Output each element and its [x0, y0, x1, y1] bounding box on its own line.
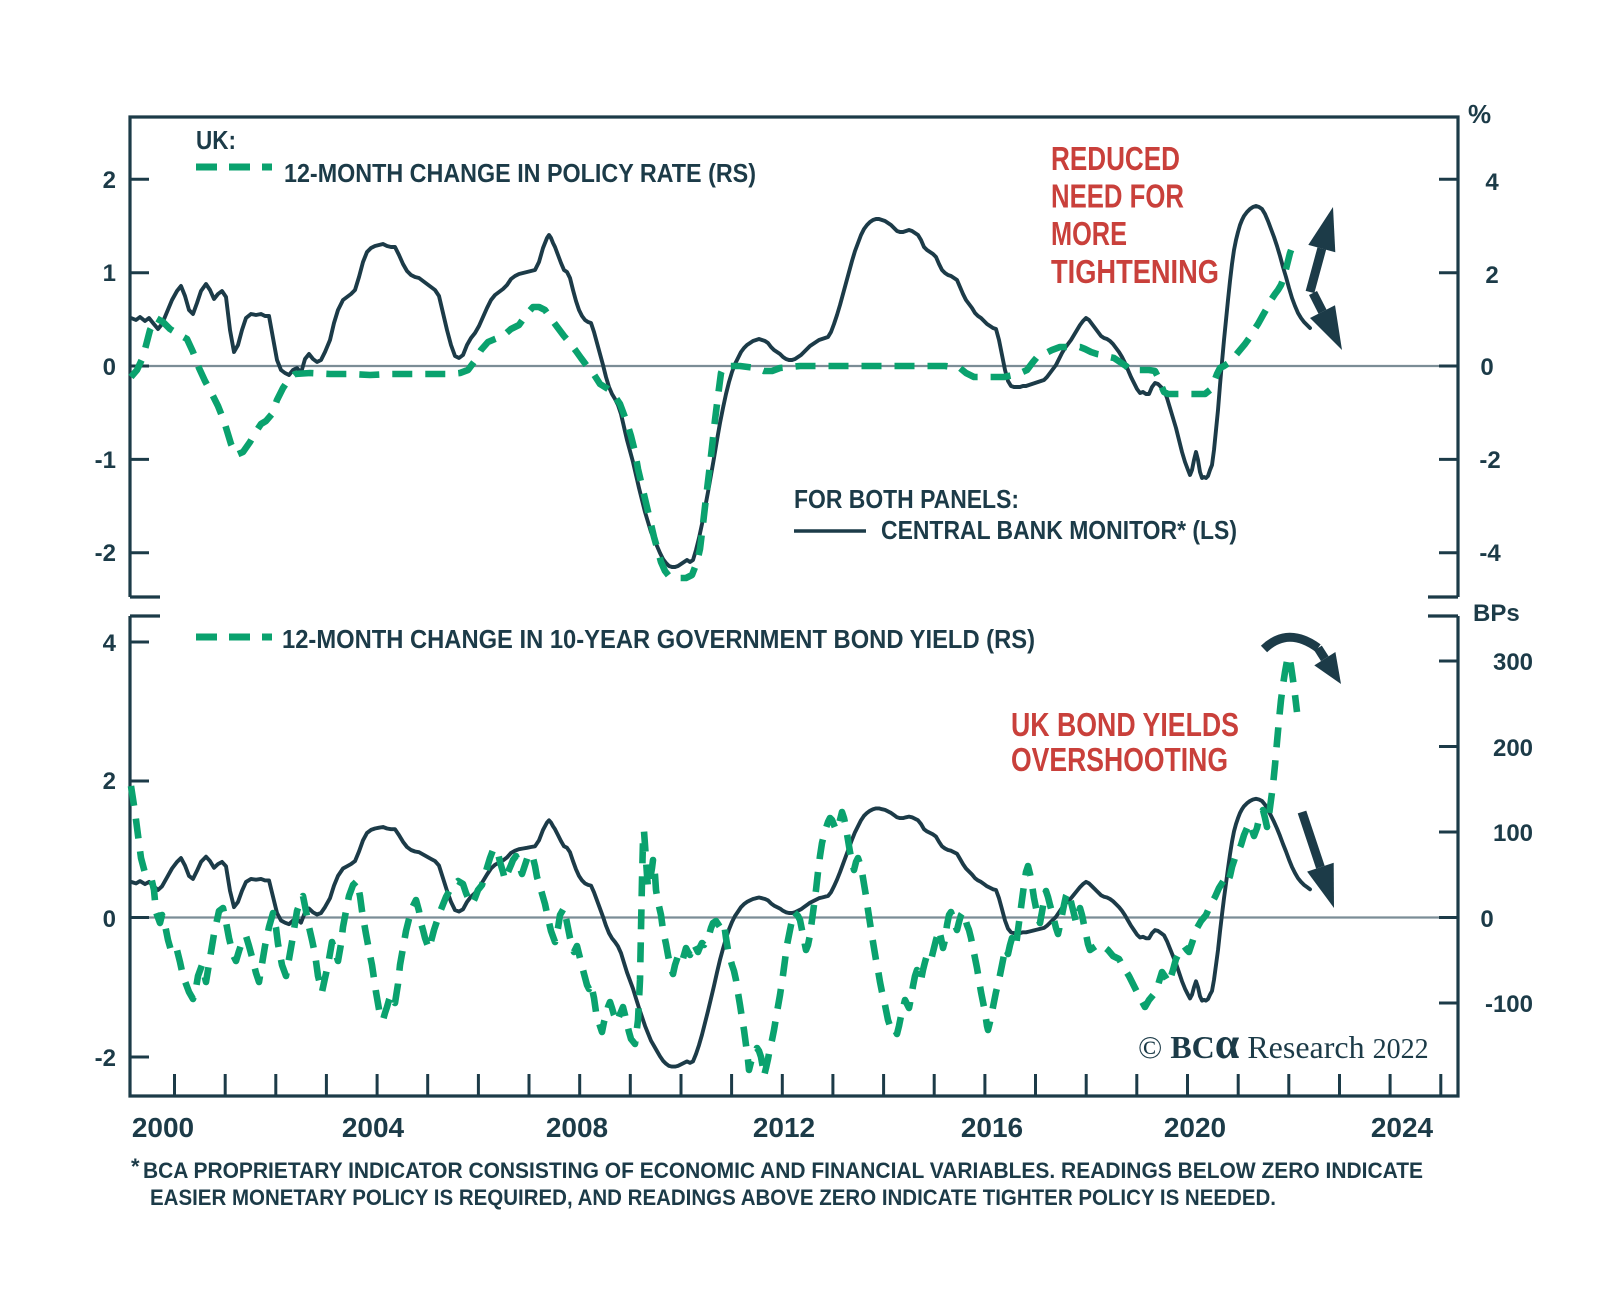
svg-text:2000: 2000 [132, 1112, 194, 1143]
svg-text:100: 100 [1493, 820, 1533, 847]
svg-text:-2: -2 [1479, 447, 1500, 474]
svg-text:BPs: BPs [1473, 600, 1520, 627]
svg-text:0: 0 [103, 906, 116, 933]
svg-text:REDUCED: REDUCED [1051, 140, 1180, 177]
svg-text:2: 2 [1485, 262, 1498, 289]
svg-text:1: 1 [103, 260, 116, 287]
svg-text:NEED FOR: NEED FOR [1051, 178, 1184, 215]
svg-text:2016: 2016 [961, 1112, 1023, 1143]
svg-text:UK BOND YIELDS: UK BOND YIELDS [1011, 706, 1239, 743]
svg-text:200: 200 [1493, 735, 1533, 762]
svg-text:CENTRAL BANK MONITOR* (LS): CENTRAL BANK MONITOR* (LS) [881, 515, 1237, 545]
svg-text:MORE: MORE [1051, 215, 1127, 252]
svg-text:2020: 2020 [1164, 1112, 1226, 1143]
svg-text:0: 0 [1480, 354, 1493, 381]
svg-text:2: 2 [103, 768, 116, 795]
svg-text:-2: -2 [95, 1045, 116, 1072]
svg-text:0: 0 [103, 354, 116, 381]
svg-text:TIGHTENING: TIGHTENING [1051, 253, 1219, 290]
svg-text:2024: 2024 [1371, 1112, 1434, 1143]
svg-text:*: * [131, 1154, 140, 1179]
svg-text:4: 4 [1485, 169, 1499, 196]
svg-text:12-MONTH CHANGE IN 10-YEAR GOV: 12-MONTH CHANGE IN 10-YEAR GOVERNMENT BO… [282, 624, 1035, 654]
svg-text:%: % [1468, 99, 1491, 129]
svg-text:300: 300 [1493, 649, 1533, 676]
svg-text:4: 4 [103, 630, 117, 657]
svg-text:-100: -100 [1485, 991, 1533, 1018]
svg-text:12-MONTH CHANGE IN POLICY RATE: 12-MONTH CHANGE IN POLICY RATE (RS) [284, 158, 756, 188]
svg-text:2: 2 [103, 167, 116, 194]
svg-text:OVERSHOOTING: OVERSHOOTING [1011, 741, 1228, 778]
svg-text:2008: 2008 [546, 1112, 608, 1143]
svg-text:2012: 2012 [753, 1112, 815, 1143]
svg-text:FOR BOTH PANELS:: FOR BOTH PANELS: [794, 484, 1019, 514]
svg-text:-4: -4 [1479, 540, 1501, 567]
svg-text:-1: -1 [95, 447, 116, 474]
svg-text:UK:: UK: [196, 125, 236, 155]
svg-text:-2: -2 [95, 540, 116, 567]
svg-text:BCA PROPRIETARY INDICATOR CONS: BCA PROPRIETARY INDICATOR CONSISTING OF … [143, 1158, 1423, 1183]
svg-text:0: 0 [1480, 906, 1493, 933]
svg-text:2004: 2004 [342, 1112, 405, 1143]
svg-text:EASIER MONETARY POLICY IS REQU: EASIER MONETARY POLICY IS REQUIRED, AND … [150, 1185, 1276, 1210]
